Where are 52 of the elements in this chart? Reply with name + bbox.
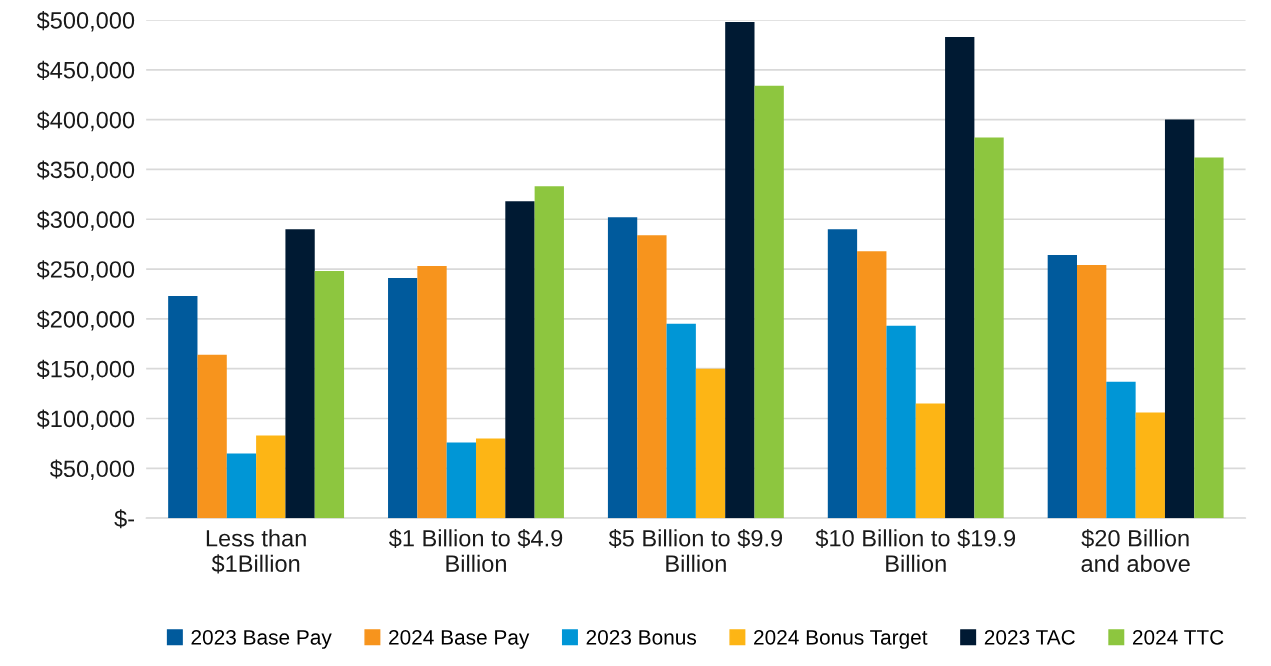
bar [417, 266, 447, 519]
y-tick-label: $500,000 [36, 11, 135, 32]
bar [534, 186, 564, 519]
bar [637, 235, 667, 519]
x-tick-label: $20 Billion and above [1081, 528, 1190, 573]
bar [505, 201, 535, 519]
legend-label: 2024 TTC [1132, 629, 1224, 645]
bar [754, 85, 784, 519]
y-tick-label: $200,000 [36, 309, 135, 331]
x-tick-label: Less than $1Billion [206, 529, 306, 574]
bar [285, 229, 315, 519]
bar [827, 229, 858, 519]
legend-label: 2024 Bonus Target [754, 629, 928, 649]
y-tick-label: $450,000 [36, 60, 135, 82]
bar [446, 442, 476, 519]
bar [886, 325, 916, 519]
bar [1077, 265, 1107, 519]
x-tick-label: $1 Billion to $4.9 Billion [388, 528, 563, 573]
bar [388, 278, 418, 519]
y-tick-label: $350,000 [36, 160, 135, 182]
bar [475, 438, 506, 519]
legend-label: 2023 Base Pay [191, 629, 332, 649]
bar [1106, 381, 1136, 519]
y-tick-label: $250,000 [36, 260, 135, 281]
bar [314, 271, 345, 519]
bar [256, 435, 286, 519]
y-tick-label: $50,000 [49, 459, 135, 480]
y-tick-label: $150,000 [36, 359, 135, 381]
bar [857, 251, 887, 519]
y-tick-label: $- [114, 509, 135, 529]
y-tick-label: $400,000 [36, 110, 135, 132]
bar [1135, 412, 1165, 519]
bar [695, 368, 726, 519]
bar [197, 354, 227, 519]
bar [1047, 255, 1077, 519]
x-tick-label: $5 Billion to $9.9 Billion [608, 528, 783, 573]
bar [974, 137, 1004, 519]
x-tick-label: $10 Billion to $19.9 Billion [815, 528, 1016, 573]
bar [226, 453, 257, 519]
legend-label: 2023 TAC [984, 629, 1075, 645]
bar [945, 36, 975, 519]
bar [607, 217, 638, 519]
bar [915, 403, 946, 519]
legend-label: 2023 Bonus [586, 629, 697, 645]
bar [1164, 119, 1195, 519]
y-tick-label: $300,000 [36, 210, 135, 231]
bar [168, 295, 198, 519]
bar [1194, 157, 1224, 519]
y-tick-label: $100,000 [36, 409, 135, 431]
bar [725, 21, 755, 519]
legend-label: 2024 Base Pay [389, 629, 530, 649]
bar [666, 323, 696, 519]
